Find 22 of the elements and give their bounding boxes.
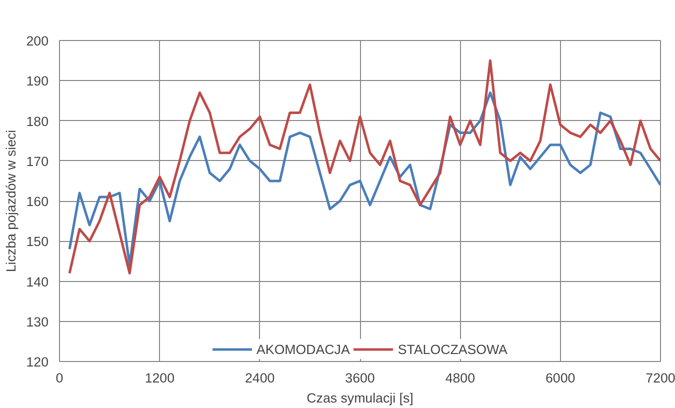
y-tick-label: 130 bbox=[26, 314, 49, 330]
y-tick-label: 190 bbox=[26, 74, 49, 89]
y-tick-label: 180 bbox=[26, 114, 49, 129]
y-tick-label: 140 bbox=[26, 274, 49, 290]
y-tick-label: 150 bbox=[26, 234, 49, 250]
y-axis-title: Liczba pojazdów w sieci bbox=[3, 130, 18, 272]
line-series bbox=[68, 59, 660, 274]
legend-label: STALOCZASOWA bbox=[398, 342, 508, 356]
y-tick-label: 160 bbox=[26, 194, 49, 209]
legend-label: AKOMODACJA bbox=[256, 342, 350, 356]
x-tick-label: 6000 bbox=[546, 370, 576, 386]
x-tick-label: 3600 bbox=[345, 370, 375, 386]
x-tick-label: 4800 bbox=[445, 370, 475, 386]
x-tick-label: 2400 bbox=[245, 370, 275, 386]
x-tick-label: 0 bbox=[56, 370, 64, 386]
line-series bbox=[68, 91, 660, 266]
x-axis-title: Czas symulacji [s] bbox=[306, 390, 414, 406]
x-tick-label: 7200 bbox=[646, 370, 675, 386]
x-tick-label: 1200 bbox=[144, 370, 174, 386]
y-tick-label: 170 bbox=[26, 154, 49, 169]
y-tick-label: 200 bbox=[26, 34, 49, 48]
y-tick-label: 120 bbox=[26, 354, 49, 370]
